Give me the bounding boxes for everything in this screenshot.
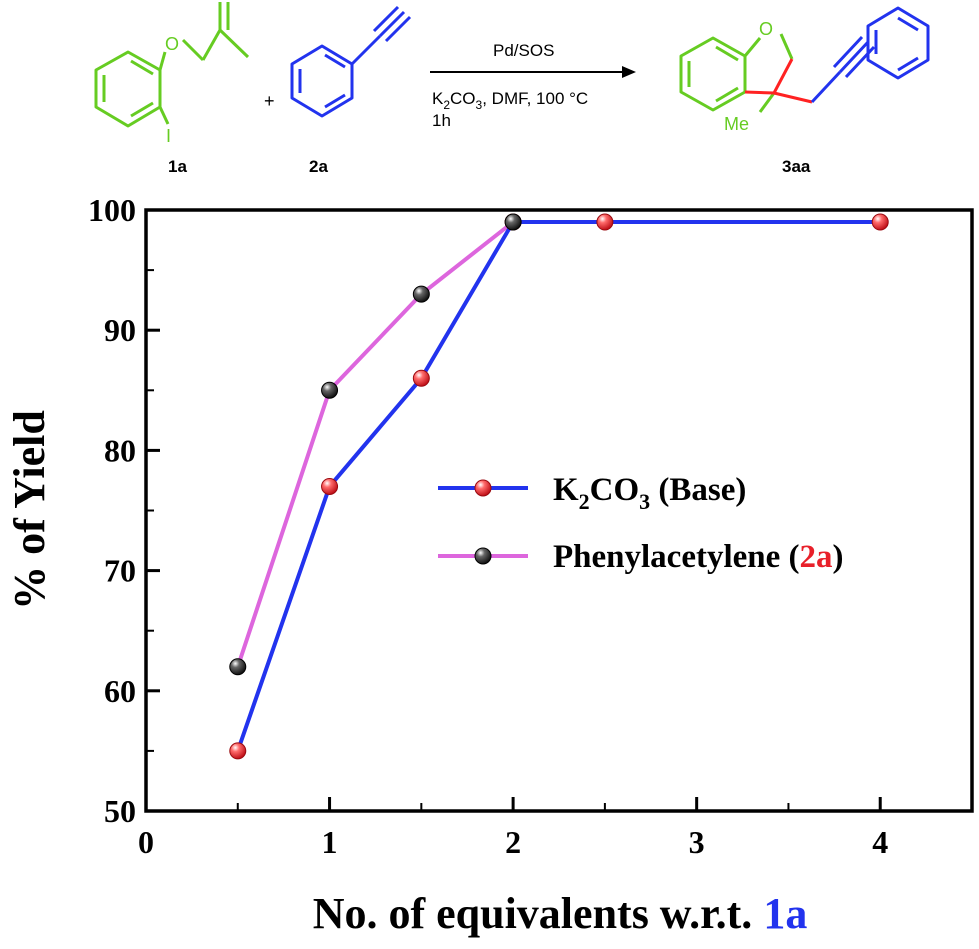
plus-sign: + [264, 91, 275, 111]
y-tick-label: 60 [104, 673, 136, 709]
y-tick-label: 80 [104, 432, 136, 468]
x-tick-label: 0 [138, 824, 154, 860]
legend-marker-k2co3 [474, 479, 492, 497]
compound-label-1a: 1a [168, 157, 187, 176]
series-line-phenylacetylene [235, 220, 515, 668]
x-axis-title: No. of equivalents w.r.t. 1a [313, 889, 808, 938]
data-point-k2co3 [412, 369, 430, 387]
data-point-k2co3 [229, 742, 247, 760]
plot-frame [144, 208, 974, 813]
x-tick-label: 2 [505, 824, 521, 860]
data-point-k2co3 [871, 213, 889, 231]
data-point-phenylacetylene [504, 213, 522, 231]
data-point-phenylacetylene [321, 381, 339, 399]
x-tick-label: 4 [872, 824, 888, 860]
axes: 50 60 70 80 90 100 0 1 2 3 4 [88, 192, 888, 860]
data-point-k2co3 [596, 213, 614, 231]
chart: 50 60 70 80 90 100 0 1 2 3 4 % of Yield No. of equ… [5, 192, 974, 938]
legend-entry-k2co3: K2CO3 (Base) [438, 472, 746, 514]
atom-o-label: O [165, 34, 179, 54]
atom-i-label: I [166, 126, 171, 146]
y-tick-label: 100 [88, 192, 136, 228]
series-markers [229, 213, 889, 760]
x-tick-label: 1 [322, 824, 338, 860]
compound-label-3aa: 3aa [782, 157, 811, 176]
catalyst-label: Pd/SOS [493, 41, 554, 60]
legend-marker-phenylacetylene [474, 547, 492, 565]
legend-label-k2co3: K2CO3 (Base) [553, 472, 746, 514]
reactant-1a-structure [94, 2, 250, 128]
data-point-phenylacetylene [412, 285, 430, 303]
y-tick-label: 70 [104, 553, 136, 589]
series-lines [235, 220, 881, 752]
data-point-k2co3 [321, 477, 339, 495]
product-3aa-structure [679, 6, 930, 113]
legend-label-phenylacetylene: Phenylacetylene (2a) [553, 539, 844, 575]
legend: K2CO3 (Base) Phenylacetylene (2a) [438, 472, 844, 575]
y-tick-label: 50 [104, 793, 136, 829]
x-tick-label: 3 [689, 824, 705, 860]
y-axis-title: % of Yield [5, 410, 54, 610]
y-tick-label: 90 [104, 312, 136, 348]
reactant-2a-structure [290, 5, 412, 118]
reaction-scheme: O I + Pd/SOS K2CO3, DMF, 100 °C 1h [94, 2, 930, 176]
atom-o-label: O [759, 19, 773, 39]
series-line-k2co3 [235, 220, 881, 752]
data-point-phenylacetylene [229, 658, 247, 676]
conditions-label: K2CO3, DMF, 100 °C [432, 89, 588, 112]
methyl-label: Me [724, 114, 749, 134]
compound-label-2a: 2a [309, 157, 328, 176]
arrow-head [622, 66, 636, 78]
legend-entry-phenylacetylene: Phenylacetylene (2a) [438, 539, 844, 575]
time-label: 1h [432, 111, 451, 130]
